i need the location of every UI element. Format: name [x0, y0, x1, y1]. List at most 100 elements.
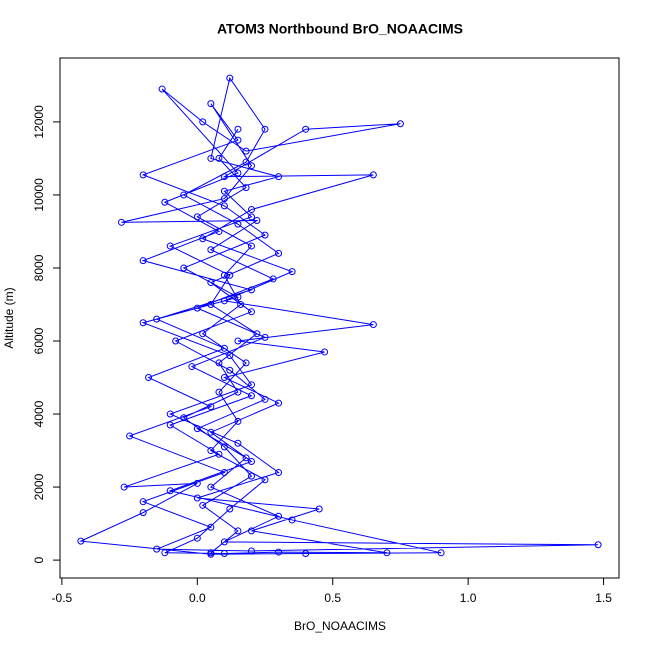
data-point — [247, 206, 255, 214]
y-tick-label: 10000 — [32, 178, 46, 212]
data-point — [220, 195, 228, 203]
data-point — [215, 450, 223, 458]
data-point — [193, 494, 201, 502]
data-point — [247, 458, 255, 466]
data-point — [275, 468, 283, 476]
data-point — [234, 388, 242, 396]
data-point — [269, 275, 277, 283]
data-point — [253, 330, 261, 338]
x-axis-label: BrO_NOAACIMS — [294, 619, 386, 633]
data-point — [220, 297, 228, 305]
data-point — [215, 388, 223, 396]
data-point — [242, 147, 250, 155]
data-point — [242, 158, 250, 166]
data-point — [234, 136, 242, 144]
data-point — [369, 321, 377, 329]
data-point — [226, 505, 234, 513]
data-point — [220, 538, 228, 546]
data-point — [193, 304, 201, 312]
data-point — [315, 505, 323, 513]
data-point — [220, 374, 228, 382]
data-point — [237, 300, 245, 308]
data-point — [207, 246, 215, 254]
data-point — [199, 118, 207, 126]
data-point — [247, 213, 255, 221]
chart-title: ATOM3 Northbound BrO_NOAACIMS — [217, 21, 463, 37]
data-point — [437, 549, 445, 557]
data-point — [117, 218, 125, 226]
data-point — [153, 315, 161, 323]
data-point — [166, 421, 174, 429]
data-point — [220, 271, 228, 279]
data-point — [199, 501, 207, 509]
data-point — [321, 348, 329, 356]
y-tick-label: 0 — [32, 556, 46, 563]
data-line — [78, 76, 599, 555]
y-tick-label: 8000 — [32, 254, 46, 281]
data-point — [207, 300, 215, 308]
x-tick-label: 1.0 — [460, 591, 477, 605]
data-point — [220, 187, 228, 195]
data-point — [180, 264, 188, 272]
data-point — [220, 344, 228, 352]
data-point — [226, 74, 234, 82]
data-point — [234, 439, 242, 447]
y-tick-label: 4000 — [32, 400, 46, 427]
data-point — [261, 231, 269, 239]
data-point — [234, 293, 242, 301]
data-point — [226, 352, 234, 360]
data-point — [234, 169, 242, 177]
data-point — [383, 549, 391, 557]
y-axis-label: Altitude (m) — [2, 287, 16, 348]
data-point — [247, 308, 255, 316]
data-point — [180, 414, 188, 422]
data-point — [139, 171, 147, 179]
data-point — [180, 191, 188, 199]
data-point — [207, 483, 215, 491]
data-point — [193, 213, 201, 221]
data-point — [166, 487, 174, 495]
data-point — [261, 333, 269, 341]
data-point — [199, 330, 207, 338]
data-point — [220, 443, 228, 451]
data-point — [193, 479, 201, 487]
data-point — [207, 523, 215, 531]
data-point — [253, 217, 261, 224]
data-point — [247, 162, 255, 170]
data-point — [275, 173, 283, 181]
data-point — [226, 366, 234, 374]
data-point — [261, 125, 269, 133]
data-point — [234, 337, 242, 345]
data-point — [207, 279, 215, 287]
x-tick-label: -0.5 — [52, 591, 73, 605]
data-point — [215, 359, 223, 367]
data-point — [247, 286, 255, 294]
data-point — [247, 242, 255, 250]
data-point — [120, 483, 128, 491]
data-point — [139, 257, 147, 265]
y-tick-label: 6000 — [32, 327, 46, 354]
data-point — [77, 537, 85, 545]
data-point — [220, 202, 228, 210]
data-point — [139, 498, 147, 506]
data-point — [139, 319, 147, 327]
plot-frame — [59, 57, 620, 579]
data-point — [396, 120, 404, 128]
data-point — [247, 472, 255, 480]
data-point — [188, 363, 196, 371]
x-tick-label: 1.5 — [595, 591, 612, 605]
data-point — [161, 549, 169, 557]
data-point — [215, 154, 223, 162]
data-point — [275, 548, 283, 556]
data-point — [234, 220, 242, 228]
data-point — [594, 541, 602, 549]
data-point — [242, 359, 250, 367]
data-point — [226, 271, 234, 279]
data-point — [242, 454, 250, 462]
data-point — [275, 399, 283, 407]
data-point — [158, 85, 166, 93]
data-point — [234, 417, 242, 425]
data-point — [220, 468, 228, 476]
data-point — [207, 428, 215, 436]
